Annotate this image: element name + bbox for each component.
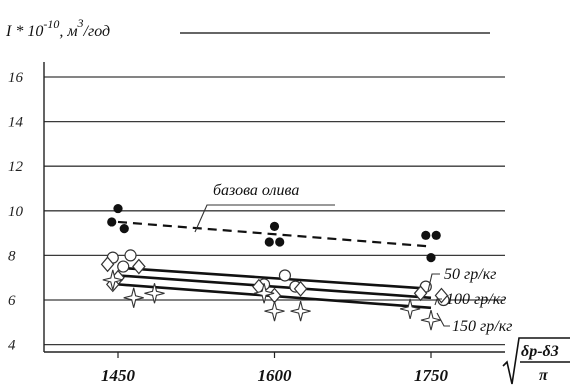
y-axis-title-unit-exp: 3 [77, 16, 84, 30]
point-series-0-3 [269, 221, 280, 232]
point-series-0-8 [426, 253, 436, 263]
fit-line-series-2 [117, 274, 432, 300]
point-series-0-0 [113, 203, 123, 214]
point-series-3-5 [290, 300, 311, 322]
x-axis-formula-denominator: π [539, 367, 549, 384]
point-series-3-4 [264, 300, 285, 322]
y-axis-title: I * 10-10, м3/год [5, 16, 110, 40]
point-series-1-2 [117, 260, 130, 273]
point-series-0-1 [107, 217, 117, 227]
point-series-2-5 [293, 280, 308, 297]
fit-line-series-0 [117, 220, 432, 248]
point-series-2-7 [413, 285, 428, 302]
point-series-2-0 [100, 256, 115, 273]
y-tick-12: 12 [8, 159, 24, 175]
point-series-3-0 [102, 269, 123, 291]
fit-line-series-1 [117, 266, 432, 291]
series-labels: базова олива 50 гр/кг 100 гр/кг 150 гр/кг [194, 182, 512, 335]
y-tick-6: 6 [8, 293, 16, 309]
y-tick-4: 4 [8, 338, 16, 354]
y-axis-title-tail: /год [83, 23, 111, 40]
leader-series-3 [436, 312, 450, 327]
y-tick-8: 8 [8, 248, 16, 264]
point-series-2-8 [434, 287, 449, 304]
x-axis-formula-numerator: δp-δ3 [521, 343, 559, 360]
x-tick-labels: 1450 1600 1750 [101, 366, 449, 385]
point-series-2-1 [132, 258, 146, 275]
y-tick-14: 14 [8, 115, 24, 131]
point-series-1-3 [278, 269, 292, 282]
y-tick-10: 10 [8, 204, 24, 220]
point-series-0-7 [431, 230, 441, 240]
y-axis-title-unit: , м [59, 23, 77, 40]
series-label-2: 100 гр/кг [446, 291, 506, 308]
leader-series-1 [427, 273, 440, 292]
point-series-1-0 [124, 249, 137, 262]
point-series-3-7 [420, 309, 442, 331]
series-label-3: 150 гр/кг [452, 318, 512, 335]
point-series-0-2 [119, 224, 129, 234]
point-series-3-2 [144, 283, 165, 304]
y-axis-title-exp: -10 [43, 17, 59, 31]
point-series-3-3 [253, 283, 275, 304]
axes [43, 62, 505, 358]
point-series-0-6 [421, 230, 431, 240]
x-tick-1750: 1750 [414, 366, 449, 385]
data-points [100, 203, 450, 331]
point-series-0-4 [264, 237, 274, 247]
x-tick-1450: 1450 [101, 366, 136, 385]
series-label-1: 50 гр/кг [444, 266, 496, 283]
series-label-0: базова олива [213, 182, 299, 199]
point-series-0-5 [275, 237, 285, 247]
x-tick-1600: 1600 [258, 366, 293, 385]
point-series-3-6 [399, 298, 421, 320]
y-tick-16: 16 [8, 70, 24, 86]
y-tick-labels: 4 6 8 10 12 14 16 [8, 70, 24, 354]
leader-series-2 [434, 298, 442, 306]
y-axis-title-base: I * 10 [5, 23, 43, 40]
leader-series-0 [194, 204, 335, 233]
point-series-3-1 [123, 287, 144, 308]
x-axis-formula: δp-δ3 π [502, 337, 570, 385]
